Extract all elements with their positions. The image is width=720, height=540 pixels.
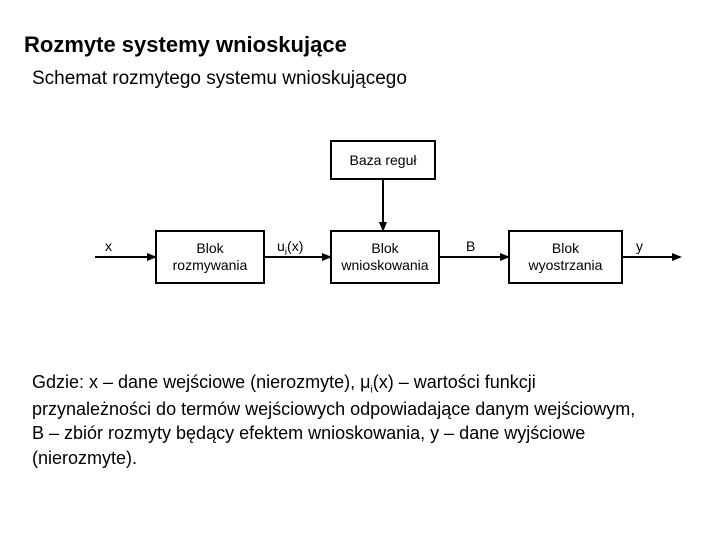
node-fuzzification: Blok rozmywania [155,230,265,284]
desc-pre: Gdzie: x – dane wejściowe (nierozmyte), … [32,372,371,392]
node-defuzz-label: Blok wyostrzania [529,240,603,274]
edge-label-y: y [636,238,643,254]
node-defuzzification: Blok wyostrzania [508,230,623,284]
legend-description: Gdzie: x – dane wejściowe (nierozmyte), … [32,370,642,470]
slide: Rozmyte systemy wnioskujące Schemat rozm… [0,0,720,540]
page-title: Rozmyte systemy wnioskujące [24,32,347,58]
edge-label-ui: ui(x) [277,238,303,258]
node-rules-label: Baza reguł [350,152,417,169]
node-inference: Blok wnioskowania [330,230,440,284]
page-subtitle: Schemat rozmytego systemu wnioskującego [32,68,407,90]
node-rules: Baza reguł [330,140,436,180]
label-u-prefix: u [277,238,285,254]
node-infer-label: Blok wnioskowania [341,240,428,274]
edge-label-b: B [466,238,475,254]
node-fuzz-label: Blok rozmywania [173,240,248,274]
label-x-text: x [105,238,112,254]
flow-diagram: Baza reguł Blok rozmywania Blok wnioskow… [0,130,720,340]
label-u-suffix: (x) [287,238,303,254]
edge-label-x: x [105,238,112,254]
label-b-text: B [466,238,475,254]
label-y-text: y [636,238,643,254]
